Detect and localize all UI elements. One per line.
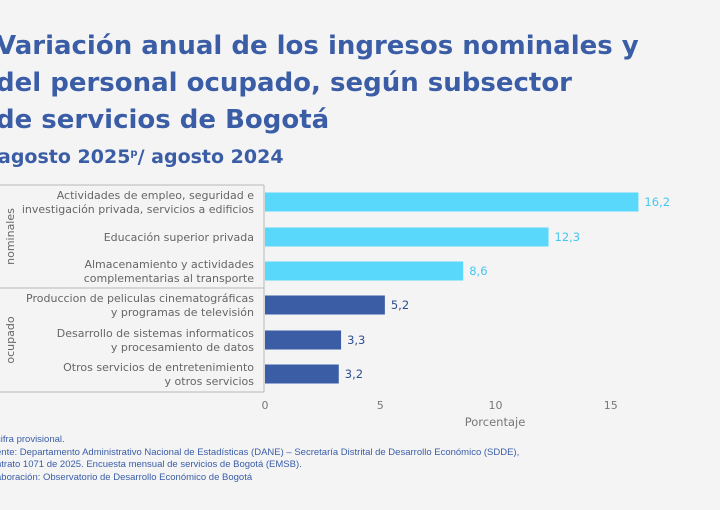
x-tick-label: 15 [604, 399, 618, 412]
bar-nominales [265, 261, 464, 281]
category-label: Otros servicios de entretenimiento [63, 361, 254, 374]
value-label: 16,2 [644, 195, 670, 209]
bar-nominales [265, 192, 639, 212]
bar-nominales [265, 227, 549, 247]
chart-title: Variación anual de los ingresos nominale… [0, 28, 716, 139]
category-label: Almacenamiento y actividades [84, 258, 254, 271]
group-label-nominales: nominales [4, 208, 17, 265]
subtitle-period: agosto 2025 [0, 146, 131, 168]
category-label: investigación privada, servicios a edifi… [22, 203, 254, 216]
bar-ocupado [265, 364, 339, 384]
category-label: Actividades de empleo, seguridad e [57, 189, 255, 202]
bar-chart: nominales Actividades de empleo, segurida… [0, 184, 670, 429]
category-label: Produccion de peliculas cinematográficas [26, 292, 254, 305]
value-label: 12,3 [555, 230, 581, 244]
category-label: y programas de televisión [111, 306, 254, 319]
note-provisional: cifra provisional. [0, 434, 65, 445]
value-label: 3,2 [345, 367, 363, 381]
note-elaboration: aboración: Observatorio de Desarrollo Ec… [0, 471, 253, 483]
value-label: 8,6 [469, 264, 487, 278]
category-label: Desarrollo de sistemas informaticos [57, 327, 254, 340]
bar-ocupado [265, 295, 385, 315]
title-line-2: del personal ocupado, según subsector [0, 68, 572, 98]
category-label: y otros servicios [165, 375, 255, 388]
note-source: ente: Departamento Administrativo Nacion… [0, 446, 520, 458]
category-label: y procesamiento de datos [111, 341, 254, 354]
value-label: 3,3 [347, 333, 365, 347]
note-contract: ntrato 1071 de 2025. Encuesta mensual de… [0, 459, 302, 470]
category-label: complementarias al transporte [84, 272, 254, 285]
value-label: 5,2 [391, 298, 409, 312]
x-tick-label: 10 [489, 399, 503, 412]
x-tick-label: 5 [377, 399, 384, 412]
chart-notes: cifra provisional. ente: Departamento Ad… [0, 434, 519, 484]
bar-ocupado [265, 330, 342, 350]
category-label: Educación superior privada [104, 231, 254, 244]
chart-subtitle: agosto 2025p/ agosto 2024 [0, 146, 284, 168]
x-tick-label: 0 [262, 399, 269, 412]
title-line-1: Variación anual de los ingresos nominale… [0, 31, 639, 61]
x-axis-label: Porcentaje [465, 415, 526, 429]
title-line-3: de servicios de Bogotá [0, 105, 330, 135]
subtitle-comparison: / agosto 2024 [137, 146, 284, 168]
group-label-ocupado: ocupado [4, 316, 17, 363]
subtitle-provisional-mark: p [130, 148, 138, 159]
